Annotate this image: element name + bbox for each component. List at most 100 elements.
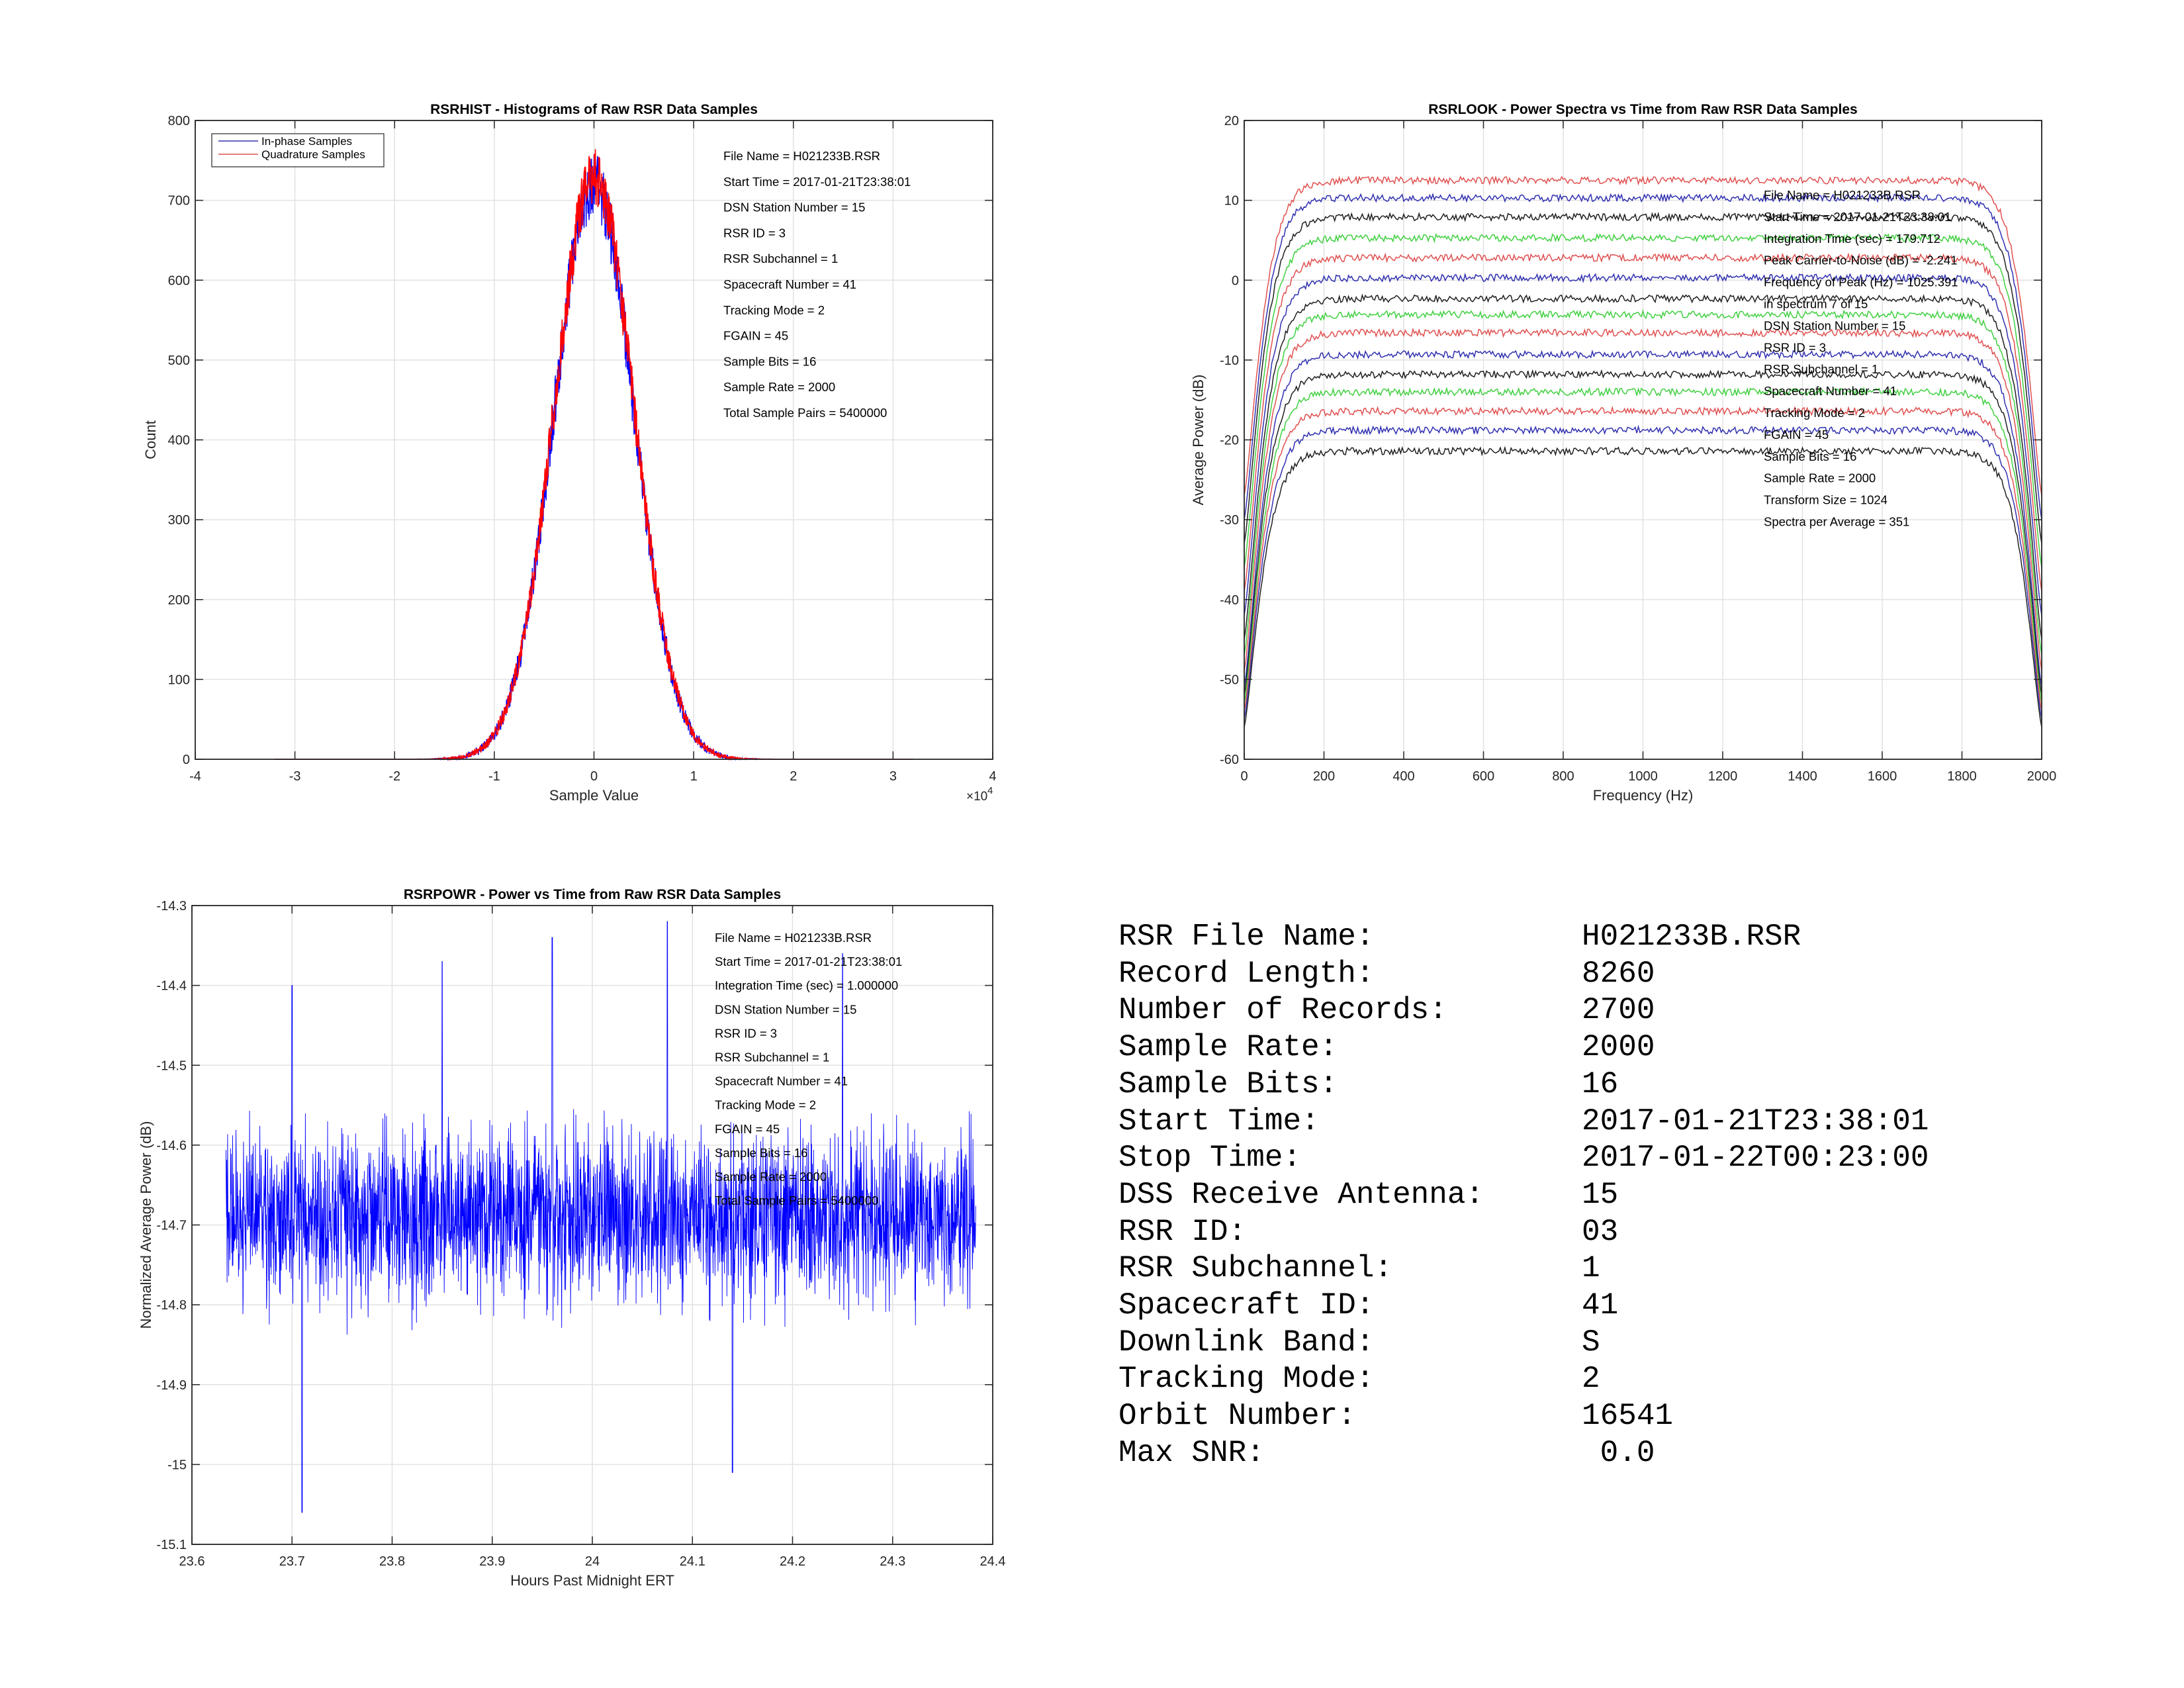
y-tick-label: -14.4 bbox=[156, 979, 187, 994]
annotation-line: Total Sample Pairs = 5400000 bbox=[715, 1194, 878, 1207]
x-axis-label: Sample Value bbox=[549, 787, 639, 804]
summary-key: Sample Rate: bbox=[1118, 1030, 1338, 1065]
y-tick-label: 500 bbox=[168, 353, 190, 368]
x-tick-label: 1200 bbox=[1708, 769, 1738, 784]
summary-value: 15 bbox=[1582, 1177, 1619, 1212]
summary-value: 2 bbox=[1582, 1362, 1600, 1397]
y-tick-label: 100 bbox=[168, 673, 190, 687]
x-tick-label: 800 bbox=[1552, 769, 1574, 784]
annotation-line: RSR Subchannel = 1 bbox=[1764, 362, 1878, 376]
annotation-line: Spacecraft Number = 41 bbox=[1764, 384, 1897, 398]
annotation-line: RSR Subchannel = 1 bbox=[715, 1051, 829, 1064]
x-tick-label: -1 bbox=[488, 769, 500, 784]
spectrum-line bbox=[1244, 327, 2042, 672]
x-multiplier-exponent: 4 bbox=[987, 785, 993, 796]
annotation-line: DSN Station Number = 15 bbox=[715, 1002, 856, 1016]
histogram-chart: -4 -3 -2 -1 0 1 2 3 4 0 100 200 300 400 500 600 700 800 RS… bbox=[119, 93, 1026, 808]
x-tick-label: 3 bbox=[889, 769, 897, 784]
annotation-line: Sample Rate = 2000 bbox=[723, 380, 835, 394]
x-axis-label: Hours Past Midnight ERT bbox=[510, 1572, 674, 1589]
look-svg: 0 200 400 600 800 1000 1200 1400 1600 1800 2000-60… bbox=[1190, 102, 2057, 804]
legend-label: Quadrature Samples bbox=[261, 148, 365, 161]
summary-key: Record Length: bbox=[1118, 956, 1375, 991]
y-tick-label: -15.1 bbox=[156, 1538, 187, 1552]
y-tick-label: -14.3 bbox=[156, 899, 187, 914]
annotation-line: FGAIN = 45 bbox=[715, 1122, 780, 1136]
summary-value: 0.0 bbox=[1582, 1435, 1655, 1470]
y-tick-label: -14.9 bbox=[156, 1378, 187, 1393]
annotation-line: Spacecraft Number = 41 bbox=[723, 277, 856, 291]
summary-key: Stop Time: bbox=[1118, 1141, 1302, 1176]
annotation-line: Transform Size = 1024 bbox=[1764, 493, 1888, 507]
x-tick-label: 1000 bbox=[1628, 769, 1658, 784]
summary-key: RSR File Name: bbox=[1118, 919, 1375, 954]
chart-title: RSRHIST - Histograms of Raw RSR Data Sam… bbox=[430, 102, 758, 117]
x-tick-label: 1600 bbox=[1868, 769, 1897, 784]
spectrum-line bbox=[1244, 252, 2042, 592]
annotation-line: Tracking Mode = 2 bbox=[723, 303, 825, 317]
spectrum-line bbox=[1244, 211, 2042, 544]
x-tick-label: 24 bbox=[585, 1554, 600, 1569]
summary-value: 03 bbox=[1582, 1214, 1619, 1249]
x-tick-label: 23.6 bbox=[179, 1554, 205, 1569]
summary-row: Stop Time: 2017-01-22T00:23:00 bbox=[1118, 1140, 1929, 1177]
legend-box bbox=[211, 133, 385, 167]
annotation-line: Tracking Mode = 2 bbox=[1764, 406, 1865, 420]
annotation-line: FGAIN = 45 bbox=[723, 329, 788, 343]
summary-row: Sample Rate: 2000 bbox=[1118, 1029, 1929, 1066]
x-tick-label: 200 bbox=[1313, 769, 1335, 784]
summary-value: 2000 bbox=[1582, 1030, 1655, 1065]
summary-key: RSR ID: bbox=[1118, 1214, 1247, 1249]
annotation-line: RSR Subchannel = 1 bbox=[723, 252, 838, 265]
chart-title: RSRLOOK - Power Spectra vs Time from Raw… bbox=[1428, 102, 1857, 117]
x-tick-label: 0 bbox=[590, 769, 598, 784]
annotation-line: Spectra per Average = 351 bbox=[1764, 515, 1909, 529]
annotation-line: DSN Station Number = 15 bbox=[723, 201, 865, 214]
annotation-line: Sample Rate = 2000 bbox=[1764, 471, 1876, 485]
spectrum-line bbox=[1244, 232, 2042, 568]
summary-key: Number of Records: bbox=[1118, 993, 1447, 1028]
annotation-line: Start Time = 2017-01-21T23:38:01 bbox=[715, 955, 902, 968]
annotation-line: Frequency of Peak (Hz) = 1025.391 bbox=[1764, 275, 1958, 289]
annotation-line: File Name = H021233B.RSR bbox=[1764, 188, 1921, 202]
annotation-line: Peak Carrier-to-Noise (dB) = -2.241 bbox=[1764, 254, 1958, 267]
summary-key: Max SNR: bbox=[1118, 1435, 1265, 1470]
x-tick-label: 24.3 bbox=[880, 1554, 905, 1569]
annotation-line: RSR ID = 3 bbox=[1764, 340, 1826, 354]
x-tick-label: 23.8 bbox=[379, 1554, 405, 1569]
spectrum-line bbox=[1244, 424, 2042, 720]
annotation-line: in spectrum 7 of 15 bbox=[1764, 297, 1868, 311]
summary-row: Start Time: 2017-01-21T23:38:01 bbox=[1118, 1103, 1929, 1141]
y-tick-label: 20 bbox=[1224, 114, 1239, 128]
powr-svg: 23.6 23.7 23.8 23.9 24 24.1 24.2 24.3 24.4 -15.1 -… bbox=[138, 887, 1005, 1589]
annotation-line: RSR ID = 3 bbox=[715, 1026, 777, 1040]
y-tick-label: 0 bbox=[183, 753, 190, 767]
y-tick-label: -14.7 bbox=[156, 1219, 187, 1233]
y-axis-label: Normalized Average Power (dB) bbox=[138, 1121, 154, 1329]
spectrum-line bbox=[1244, 369, 2042, 696]
x-tick-label: 0 bbox=[1240, 769, 1248, 784]
y-tick-label: 400 bbox=[168, 434, 190, 448]
y-tick-label: -20 bbox=[1220, 434, 1239, 448]
summary-key: Tracking Mode: bbox=[1118, 1362, 1375, 1397]
power-series-line bbox=[225, 921, 976, 1513]
summary-key: Orbit Number: bbox=[1118, 1399, 1356, 1434]
annotation-line: Total Sample Pairs = 5400000 bbox=[723, 406, 887, 420]
annotation-line: Integration Time (sec) = 179.712 bbox=[1764, 232, 1940, 246]
spectrum-line bbox=[1244, 175, 2042, 496]
summary-row: RSR ID: 03 bbox=[1118, 1214, 1929, 1251]
annotation-line: Integration Time (sec) = 1.000000 bbox=[715, 978, 898, 992]
summary-value: S bbox=[1582, 1325, 1600, 1360]
summary-row: Number of Records: 2700 bbox=[1118, 992, 1929, 1029]
y-tick-label: -30 bbox=[1220, 513, 1239, 528]
annotation-line: FGAIN = 45 bbox=[1764, 428, 1829, 442]
x-tick-label: 2000 bbox=[2027, 769, 2057, 784]
x-tick-label: 23.9 bbox=[479, 1554, 505, 1569]
x-tick-label: 4 bbox=[989, 769, 996, 784]
annotation-line: File Name = H021233B.RSR bbox=[715, 931, 872, 945]
summary-row: Downlink Band: S bbox=[1118, 1325, 1929, 1362]
annotation-line: Start Time = 2017-01-21T23:38:01 bbox=[723, 175, 911, 189]
x-tick-label: -2 bbox=[388, 769, 400, 784]
spectrum-line bbox=[1244, 193, 2042, 520]
y-tick-label: -10 bbox=[1220, 353, 1239, 368]
